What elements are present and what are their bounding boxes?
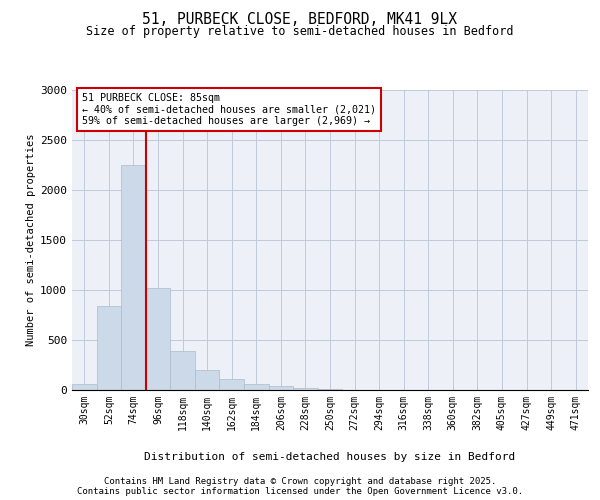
Bar — [97, 306, 121, 390]
Bar — [269, 386, 293, 390]
Text: 51 PURBECK CLOSE: 85sqm
← 40% of semi-detached houses are smaller (2,021)
59% of: 51 PURBECK CLOSE: 85sqm ← 40% of semi-de… — [82, 93, 376, 126]
Bar — [146, 288, 170, 390]
Bar — [170, 351, 195, 390]
Bar — [220, 379, 244, 390]
Bar — [293, 388, 318, 390]
Bar — [195, 370, 220, 390]
Text: 51, PURBECK CLOSE, BEDFORD, MK41 9LX: 51, PURBECK CLOSE, BEDFORD, MK41 9LX — [143, 12, 458, 28]
Text: Contains HM Land Registry data © Crown copyright and database right 2025.: Contains HM Land Registry data © Crown c… — [104, 476, 496, 486]
Text: Contains public sector information licensed under the Open Government Licence v3: Contains public sector information licen… — [77, 486, 523, 496]
Text: Distribution of semi-detached houses by size in Bedford: Distribution of semi-detached houses by … — [145, 452, 515, 462]
Y-axis label: Number of semi-detached properties: Number of semi-detached properties — [26, 134, 36, 346]
Text: Size of property relative to semi-detached houses in Bedford: Size of property relative to semi-detach… — [86, 25, 514, 38]
Bar — [72, 384, 97, 390]
Bar — [244, 384, 269, 390]
Bar — [318, 389, 342, 390]
Bar — [121, 165, 146, 390]
